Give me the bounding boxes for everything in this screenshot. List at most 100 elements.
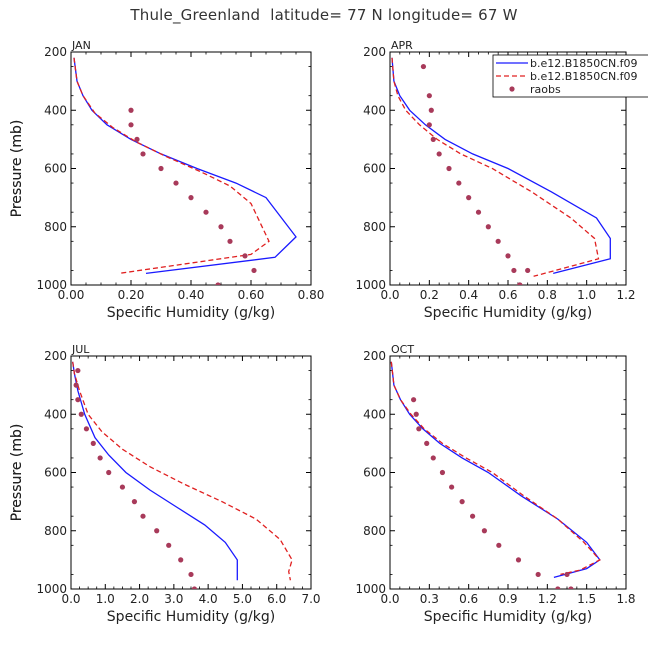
x-tick-label: 0.3 [420,592,439,606]
raob-point [496,542,502,548]
raob-point [495,238,501,244]
series-group [73,57,297,285]
raob-point [416,426,422,432]
panel-apr: APR 0.0 0.2 0.4 0.6 0.8 1.0 1.2 200 400 600 800 1000… [9,39,636,321]
y-tick-label: 600 [44,466,67,480]
y-axis-title: Pressure (mb) [9,424,25,522]
x-tick-label: 7.0 [301,592,320,606]
panel-jan: JAN 0.00 0.20 0.40 0.60 0.80 200 400 600 800 1000 S… [9,39,324,321]
series-line-solid [73,57,297,275]
raob-point [218,224,224,230]
raob-point [75,367,81,374]
raob-point [446,165,452,172]
raob-point [426,122,432,128]
raob-point [251,267,257,274]
y-tick-label: 600 [44,162,67,176]
x-tick-label: 0.0 [380,288,399,302]
raob-point [439,469,446,476]
raob-point [166,542,172,548]
raob-point [178,557,184,563]
x-tick-label: 0.0 [380,592,399,606]
raob-point [191,586,198,589]
legend-label: b.e12.B1850CN.f09 [530,70,638,83]
raob-point [140,513,146,519]
y-tick-label: 800 [363,220,386,234]
x-tick-label: 0.6 [498,288,517,302]
series-line-solid [72,361,238,581]
y-tick-label: 400 [363,407,386,421]
y-tick-label: 1000 [36,582,67,596]
y-tick-label: 400 [363,103,386,117]
x-tick-label: 0.6 [459,592,478,606]
x-axis-title: Specific Humidity (g/kg) [107,609,275,625]
x-tick-label: 1.5 [577,592,596,606]
panel-jul: JUL 0.0 1.0 2.0 3.0 4.0 5.0 6.0 7.0 200 400 600 800 1… [9,343,321,625]
raob-point [173,180,179,186]
raob-point [466,195,472,201]
x-tick-label: 1.0 [577,288,596,302]
y-tick-label: 200 [363,45,386,59]
y-tick-label: 200 [363,349,386,363]
series-line-dashed [390,361,601,576]
y-tick-label: 400 [44,407,67,421]
series-line-dashed [72,361,293,581]
y-tick-label: 600 [363,466,386,480]
y-tick-label: 1000 [355,582,386,596]
raob-point [128,122,134,128]
raob-point [430,455,436,461]
y-tick-label: 800 [44,524,67,538]
panel-oct: OCT 0.0 0.3 0.6 0.9 1.2 1.5 1.8 200 400 600 800 1000… [9,343,636,625]
raob-point [568,586,574,589]
raob-point [505,253,511,259]
x-tick-label: 0.0 [61,592,80,606]
raob-point [215,282,221,285]
raob-point [134,136,140,142]
raob-point [515,557,522,563]
x-tick-label: 1.0 [96,592,115,606]
series-group [390,361,601,589]
raob-point [75,397,81,403]
series-line-dashed [73,57,270,275]
x-tick-label: 0.8 [538,288,557,302]
series-line-dashed [391,57,600,277]
raob-point [97,455,103,461]
raob-point [158,165,164,172]
legend-label: b.e12.B1850CN.f09 [530,57,638,70]
x-tick-label: 0.4 [459,288,478,302]
raob-point [459,499,465,505]
raob-point [73,382,79,388]
raob-point [78,411,84,417]
x-axis-title: Specific Humidity (g/kg) [107,305,275,321]
legend-label: raobs [530,83,561,96]
raob-point [411,397,417,403]
raob-point [420,63,427,70]
raob-point [426,93,432,99]
raob-point [140,151,146,157]
raob-point [525,267,531,274]
plot-frame [389,355,627,590]
x-tick-label: 0.60 [238,288,265,302]
x-tick-label: 0.00 [58,288,85,302]
raob-point [90,440,96,446]
raob-point [564,571,570,578]
raob-point [242,253,248,259]
y-axis-title: Pressure (mb) [9,424,25,522]
x-axis-title: Specific Humidity (g/kg) [424,305,592,321]
raob-point [131,499,138,505]
raob-point [188,571,194,578]
raob-point [511,267,517,274]
x-tick-label: 6.0 [267,592,286,606]
y-tick-label: 200 [44,45,67,59]
y-tick-label: 800 [363,524,386,538]
raob-point [106,469,112,476]
y-tick-label: 1000 [355,278,386,292]
series-line-solid [390,361,601,579]
x-tick-label: 0.20 [118,288,145,302]
panel-label: JAN [71,39,91,52]
panel-label: OCT [391,343,414,356]
y-tick-label: 400 [44,103,67,117]
x-tick-label: 0.40 [178,288,205,302]
x-axis-title: Specific Humidity (g/kg) [424,609,592,625]
